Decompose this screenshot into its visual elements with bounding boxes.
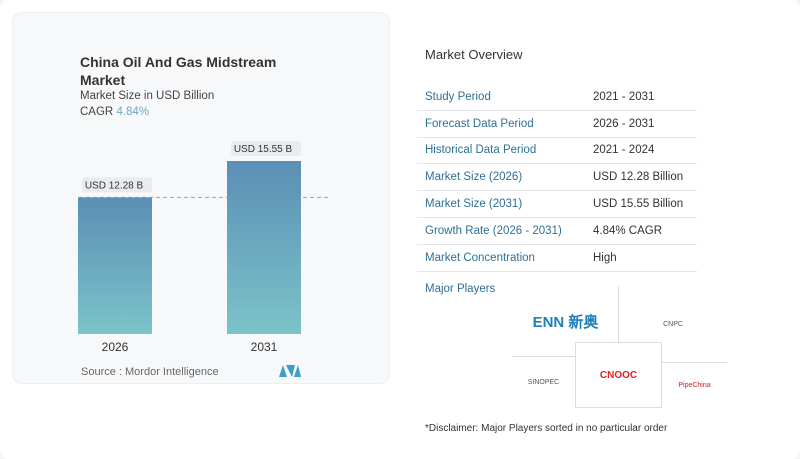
bar-chart: USD 12.28 B 2026 USD 15.55 B 2031 [78,141,328,354]
row-label: Historical Data Period [425,144,537,157]
bar-2026 [78,197,152,334]
data-label: USD 12.28 B [85,180,144,191]
cagr-label: CAGR [80,106,114,118]
overview-row: Market Size (2031) USD 15.55 Billion [417,191,697,218]
chart-card [12,12,390,384]
row-label: Study Period [425,90,491,103]
row-value: USD 12.28 Billion [593,171,684,184]
x-tick-label: 2031 [251,340,278,354]
row-value: High [593,251,617,264]
logo-pipechina: PipeChina [661,362,727,408]
chart-subtitle: Market Size in USD Billion [80,90,215,102]
source: Source : Mordor Intelligence [81,366,219,378]
logo-cnooc: CNOOC [575,342,662,408]
mordor-logo [279,365,301,377]
data-label-bg [231,141,301,156]
overview-table: Study Period 2021 - 2031 Forecast Data Per… [417,84,697,272]
overview-title: Market Overview [425,47,523,62]
cagr: CAGR 4.84% [80,106,149,118]
bar-2031 [227,161,301,334]
row-value: 4.84% CAGR [593,224,663,237]
overview-row: Historical Data Period 2021 - 2024 [417,138,697,165]
row-value: USD 15.55 Billion [593,198,684,211]
chart-title: China Oil And Gas Midstream Market [80,54,277,88]
overview-row: Market Size (2026) USD 12.28 Billion [417,164,697,192]
cagr-value: 4.84% [116,106,150,118]
row-value: 2026 - 2031 [593,117,655,130]
overview-row: Study Period 2021 - 2031 [417,84,697,111]
row-value: 2021 - 2031 [593,90,655,103]
row-label: Market Size (2026) [425,171,523,184]
row-value: 2021 - 2024 [593,144,655,157]
data-label-bg [82,177,152,193]
x-tick-label: 2026 [102,340,129,354]
logo-sinopec: SINOPEC [512,356,576,408]
major-players-title: Major Players [425,283,496,295]
row-label: Growth Rate (2026 - 2031) [425,224,562,237]
row-label: Market Size (2031) [425,198,523,211]
overview-row: Forecast Data Period 2026 - 2031 [417,111,697,138]
row-label: Market Concentration [425,251,535,264]
data-label: USD 15.55 B [234,144,293,155]
row-label: Forecast Data Period [425,117,534,130]
disclaimer: *Disclaimer: Major Players sorted in no … [425,423,668,434]
overview-row: Market Concentration High [417,245,697,272]
players-logos: ENN 新奥 CNPC SINOPEC CNOOC PipeChina [512,286,727,408]
overview-row: Growth Rate (2026 - 2031) 4.84% CAGR [417,218,697,245]
